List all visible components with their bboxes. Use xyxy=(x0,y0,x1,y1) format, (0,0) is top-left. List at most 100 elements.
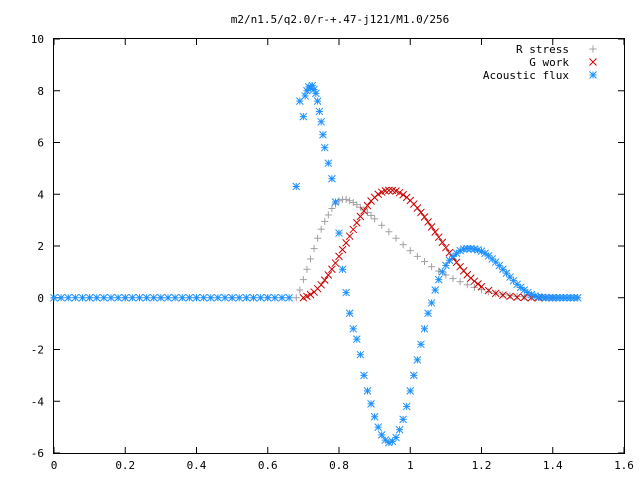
data-point xyxy=(434,233,443,242)
series-r-stress xyxy=(50,195,582,302)
x-tick-label: 1.6 xyxy=(614,459,634,472)
data-point xyxy=(559,293,568,302)
data-point xyxy=(342,288,350,297)
data-point xyxy=(342,195,350,203)
data-point xyxy=(413,355,422,364)
data-point xyxy=(64,293,73,302)
y-tick-label: 0 xyxy=(37,292,44,305)
axes: 0 0.2 0.4 0.6 0.8 1 1.2 1.4 1.6 -6 -4 -2 0 2 4 6 8 10 xyxy=(31,33,634,472)
legend-marker xyxy=(589,45,597,53)
data-point xyxy=(352,218,361,227)
data-point xyxy=(320,143,329,152)
data-point xyxy=(463,244,472,253)
data-point xyxy=(545,293,554,302)
data-point xyxy=(328,265,336,274)
data-point xyxy=(157,293,165,302)
data-point xyxy=(235,293,244,302)
data-point xyxy=(299,112,308,121)
data-point xyxy=(367,399,375,408)
data-point xyxy=(338,265,347,274)
x-tick-label: 0 xyxy=(51,459,58,472)
data-point xyxy=(367,211,375,219)
data-point xyxy=(135,293,144,302)
data-point xyxy=(331,259,340,267)
data-point xyxy=(452,258,461,267)
x-tick-label: 1.4 xyxy=(543,459,563,472)
data-point xyxy=(363,201,372,210)
data-point xyxy=(456,278,464,286)
x-tick-label: 1.2 xyxy=(472,459,492,472)
data-point xyxy=(335,229,343,237)
data-point xyxy=(427,222,436,231)
data-point xyxy=(315,107,324,116)
data-point xyxy=(256,293,265,302)
plot-frame xyxy=(53,38,625,454)
data-point xyxy=(249,293,258,302)
data-point xyxy=(399,190,407,199)
data-point xyxy=(92,293,101,302)
data-point xyxy=(192,293,201,302)
data-point xyxy=(356,203,364,211)
data-point xyxy=(431,228,440,236)
data-point xyxy=(363,387,372,395)
data-point xyxy=(338,245,347,254)
data-point xyxy=(573,293,582,302)
data-point xyxy=(50,293,58,302)
data-point xyxy=(301,92,310,100)
chart-title: m2/n1.5/q2.0/r-+.47-j121/M1.0/256 xyxy=(231,13,450,26)
data-point xyxy=(242,293,251,302)
data-point xyxy=(370,412,379,421)
data-point xyxy=(221,293,229,302)
data-point xyxy=(360,371,368,380)
data-point xyxy=(424,218,432,226)
data-point xyxy=(360,206,368,214)
data-point xyxy=(292,294,300,302)
y-tick-label: 4 xyxy=(37,188,44,201)
data-point xyxy=(377,431,386,439)
data-point xyxy=(185,293,194,302)
data-point xyxy=(434,275,443,284)
data-point xyxy=(121,293,130,302)
data-point xyxy=(328,204,336,212)
data-point xyxy=(114,293,122,302)
data-point xyxy=(128,293,137,302)
data-point xyxy=(324,211,332,219)
data-point xyxy=(307,255,314,263)
x-tick-label: 0.2 xyxy=(115,459,135,472)
data-point xyxy=(392,234,400,242)
data-point xyxy=(320,276,329,285)
data-point xyxy=(506,292,514,301)
data-point xyxy=(317,117,326,126)
data-point xyxy=(513,293,521,302)
data-point xyxy=(317,225,325,233)
data-point xyxy=(417,208,425,217)
data-marks xyxy=(50,81,582,447)
data-point xyxy=(142,293,151,302)
y-tick-label: 6 xyxy=(37,137,44,150)
y-tick-label: -6 xyxy=(31,447,44,460)
data-point xyxy=(352,335,361,344)
data-point xyxy=(402,402,411,411)
legend-label: Acoustic flux xyxy=(483,69,569,82)
y-tick-label: 10 xyxy=(31,33,44,46)
data-point xyxy=(310,245,318,253)
data-point xyxy=(306,290,315,299)
data-point xyxy=(324,159,333,168)
data-point xyxy=(292,182,301,191)
data-point xyxy=(374,190,383,199)
data-point xyxy=(420,213,429,221)
data-point xyxy=(385,186,393,195)
data-point xyxy=(374,423,383,431)
data-point xyxy=(381,436,390,444)
legend-marker xyxy=(589,58,597,66)
data-point xyxy=(371,215,379,223)
data-point xyxy=(485,288,493,296)
data-point xyxy=(474,280,482,288)
x-tick-label: 0.4 xyxy=(187,459,207,472)
data-point xyxy=(228,293,236,302)
data-point xyxy=(438,238,447,247)
data-point xyxy=(321,217,329,225)
data-point xyxy=(570,293,578,302)
data-point xyxy=(311,89,320,98)
